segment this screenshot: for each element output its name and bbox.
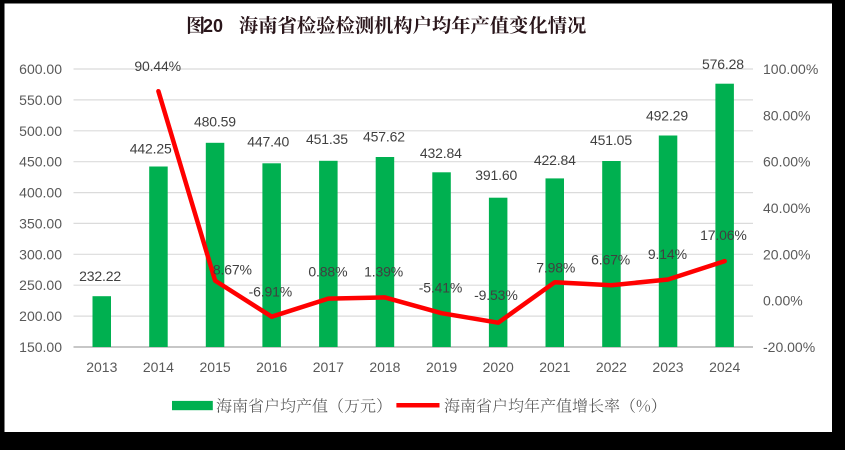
- svg-text:2013: 2013: [86, 359, 117, 375]
- svg-text:8.67%: 8.67%: [213, 261, 252, 277]
- svg-text:576.28: 576.28: [702, 56, 744, 72]
- svg-text:0.00%: 0.00%: [763, 293, 803, 309]
- svg-text:232.22: 232.22: [79, 268, 121, 284]
- svg-text:300.00: 300.00: [19, 246, 62, 262]
- svg-text:2021: 2021: [539, 359, 570, 375]
- svg-text:40.00%: 40.00%: [763, 200, 810, 216]
- svg-text:2018: 2018: [369, 359, 400, 375]
- svg-text:80.00%: 80.00%: [763, 107, 810, 123]
- svg-text:451.05: 451.05: [590, 132, 632, 148]
- svg-text:391.60: 391.60: [475, 167, 517, 183]
- svg-text:20.00%: 20.00%: [763, 246, 810, 262]
- svg-text:500.00: 500.00: [19, 123, 62, 139]
- svg-text:457.62: 457.62: [363, 128, 405, 144]
- svg-text:17.06%: 17.06%: [700, 227, 747, 243]
- svg-text:2024: 2024: [709, 359, 740, 375]
- svg-text:-9.53%: -9.53%: [474, 287, 517, 303]
- svg-text:-20.00%: -20.00%: [763, 339, 815, 355]
- svg-text:20: 20: [203, 16, 223, 36]
- svg-text:600.00: 600.00: [19, 61, 62, 77]
- svg-text:550.00: 550.00: [19, 92, 62, 108]
- svg-text:7.98%: 7.98%: [536, 260, 575, 276]
- svg-text:422.84: 422.84: [534, 152, 576, 168]
- svg-text:451.35: 451.35: [306, 131, 348, 147]
- svg-text:9.14%: 9.14%: [648, 246, 687, 262]
- svg-text:2016: 2016: [256, 359, 287, 375]
- svg-text:2017: 2017: [313, 359, 344, 375]
- svg-text:450.00: 450.00: [19, 154, 62, 170]
- svg-text:432.84: 432.84: [420, 145, 462, 161]
- svg-text:350.00: 350.00: [19, 215, 62, 231]
- svg-text:480.59: 480.59: [194, 114, 236, 130]
- svg-text:442.25: 442.25: [130, 141, 172, 157]
- svg-text:250.00: 250.00: [19, 277, 62, 293]
- svg-text:-6.91%: -6.91%: [249, 283, 292, 299]
- svg-text:2019: 2019: [426, 359, 457, 375]
- svg-text:6.67%: 6.67%: [591, 251, 630, 267]
- svg-text:2014: 2014: [143, 359, 174, 375]
- svg-text:150.00: 150.00: [19, 339, 62, 355]
- svg-text:60.00%: 60.00%: [763, 154, 810, 170]
- svg-text:1.39%: 1.39%: [364, 263, 403, 279]
- svg-text:447.40: 447.40: [247, 133, 289, 149]
- svg-text:492.29: 492.29: [646, 107, 688, 123]
- svg-text:0.88%: 0.88%: [308, 263, 347, 279]
- svg-text:-5.41%: -5.41%: [419, 279, 462, 295]
- svg-text:200.00: 200.00: [19, 308, 62, 324]
- svg-text:2020: 2020: [483, 359, 514, 375]
- svg-text:2023: 2023: [652, 359, 683, 375]
- svg-text:90.44%: 90.44%: [134, 58, 181, 74]
- svg-text:100.00%: 100.00%: [763, 61, 818, 77]
- svg-text:2022: 2022: [596, 359, 627, 375]
- svg-text:2015: 2015: [200, 359, 231, 375]
- svg-text:400.00: 400.00: [19, 185, 62, 201]
